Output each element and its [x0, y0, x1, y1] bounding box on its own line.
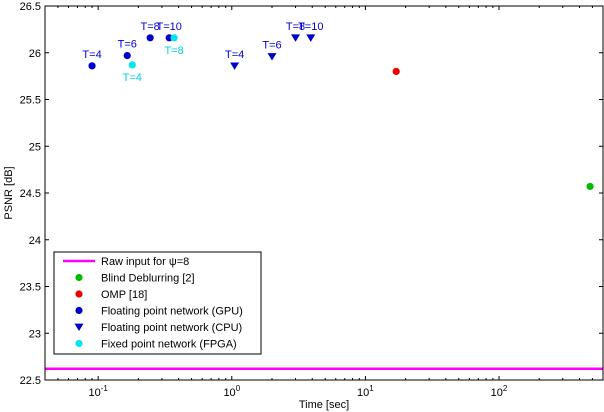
data-point: [392, 67, 400, 76]
x-tick-mantissa: 10: [88, 387, 100, 399]
point-label: T=6: [118, 39, 137, 51]
point-label: T=4: [225, 49, 244, 61]
data-point: [306, 34, 316, 42]
data-points: [88, 34, 594, 191]
point-label: T=8: [141, 21, 160, 33]
y-tick-label: 23: [29, 328, 41, 340]
point-label: T=10: [156, 21, 181, 33]
legend-swatch: [75, 306, 83, 315]
point-label: T=10: [298, 21, 323, 33]
legend-label: Blind Deblurring [2]: [101, 273, 195, 285]
point-label: T=4: [123, 72, 142, 84]
legend-label: Fixed point network (FPGA): [101, 339, 237, 351]
data-point: [230, 62, 240, 70]
x-tick-exponent: 1: [369, 384, 374, 393]
y-tick-label: 26: [29, 48, 41, 60]
x-axis-label: Time [sec]: [299, 399, 349, 411]
legend-label: Floating point network (GPU): [101, 306, 243, 318]
x-tick-mantissa: 10: [357, 387, 369, 399]
x-tick-exponent: 2: [503, 384, 508, 393]
y-tick-label: 24: [29, 235, 41, 247]
data-point: [267, 53, 277, 61]
legend: Raw input for ψ=8 Blind Deblurring [2] OMP…: [53, 251, 262, 355]
plot-frame: [44, 5, 604, 381]
point-labels: T=4T=6T=8T=10T=4T=6T=8T=10T=4T=8: [82, 21, 323, 84]
y-tick-label: 26.5: [20, 1, 41, 13]
data-point: [146, 34, 154, 42]
y-tick-label: 25: [29, 141, 41, 153]
legend-swatch: [74, 323, 84, 332]
y-tick-label: 23.5: [20, 282, 41, 294]
data-point: [170, 34, 178, 42]
point-label: T=4: [82, 49, 101, 61]
x-tick-exponent: -1: [101, 384, 109, 393]
legend-swatch: [75, 339, 83, 348]
y-axis-label: PSNR [dB]: [3, 166, 15, 219]
data-point: [291, 34, 301, 42]
data-point: [88, 62, 96, 70]
x-tick-mantissa: 10: [491, 387, 503, 399]
legend-label: OMP [18]: [101, 289, 147, 301]
point-label: T=8: [286, 21, 305, 33]
x-tick-label: 101: [357, 384, 374, 399]
x-tick-exponent: 0: [236, 384, 241, 393]
legend-swatch: [75, 290, 83, 298]
legend-label: Floating point network (CPU): [101, 322, 242, 334]
point-label: T=8: [164, 45, 183, 57]
point-label: T=6: [262, 39, 281, 51]
legend-swatch: [75, 273, 83, 282]
y-tick-label: 22.5: [20, 375, 41, 387]
x-tick-mantissa: 10: [223, 387, 235, 399]
legend-label: Raw input for ψ=8: [101, 256, 189, 268]
y-tick-label: 25.5: [20, 95, 41, 107]
x-tick-label: 102: [491, 384, 508, 399]
legend-box: [53, 251, 262, 355]
data-point: [123, 51, 131, 60]
x-tick-label: 100: [223, 384, 240, 399]
data-point: [128, 61, 136, 69]
x-tick-label: 10-1: [88, 384, 108, 399]
data-point: [586, 182, 594, 191]
y-tick-label: 24.5: [20, 188, 41, 200]
